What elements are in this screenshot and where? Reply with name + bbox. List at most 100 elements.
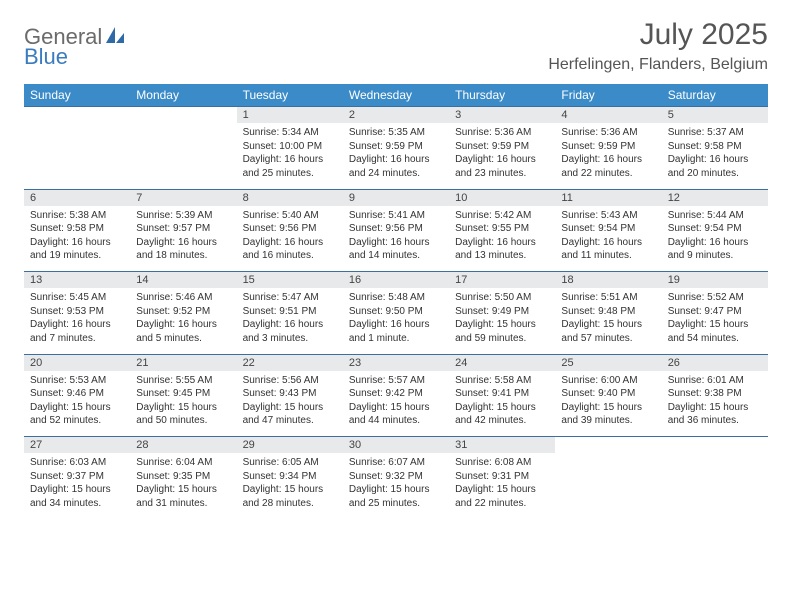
daylight-text: Daylight: 15 hours <box>243 401 337 415</box>
daylight-text: and 19 minutes. <box>30 249 124 263</box>
day-content-row: Sunrise: 6:03 AMSunset: 9:37 PMDaylight:… <box>24 453 768 519</box>
day-number-cell: 5 <box>662 107 768 124</box>
daylight-text: and 22 minutes. <box>561 167 655 181</box>
day-number-cell: 6 <box>24 189 130 206</box>
sunset-text: Sunset: 9:51 PM <box>243 305 337 319</box>
calendar-table: Sunday Monday Tuesday Wednesday Thursday… <box>24 84 768 519</box>
day-content-cell: Sunrise: 5:42 AMSunset: 9:55 PMDaylight:… <box>449 206 555 272</box>
day-content-row: Sunrise: 5:34 AMSunset: 10:00 PMDaylight… <box>24 123 768 189</box>
day-content-cell <box>24 123 130 189</box>
sunset-text: Sunset: 9:47 PM <box>668 305 762 319</box>
sunrise-text: Sunrise: 5:50 AM <box>455 291 549 305</box>
sunset-text: Sunset: 9:59 PM <box>561 140 655 154</box>
day-number-cell: 2 <box>343 107 449 124</box>
daylight-text: and 44 minutes. <box>349 414 443 428</box>
day-number-cell: 23 <box>343 354 449 371</box>
sunset-text: Sunset: 9:57 PM <box>136 222 230 236</box>
daylight-text: and 24 minutes. <box>349 167 443 181</box>
daylight-text: and 31 minutes. <box>136 497 230 511</box>
day-content-cell <box>130 123 236 189</box>
daylight-text: Daylight: 15 hours <box>455 483 549 497</box>
daylight-text: Daylight: 16 hours <box>30 318 124 332</box>
day-content-cell: Sunrise: 5:40 AMSunset: 9:56 PMDaylight:… <box>237 206 343 272</box>
day-content-row: Sunrise: 5:53 AMSunset: 9:46 PMDaylight:… <box>24 371 768 437</box>
day-content-cell: Sunrise: 5:52 AMSunset: 9:47 PMDaylight:… <box>662 288 768 354</box>
daylight-text: and 1 minute. <box>349 332 443 346</box>
day-number-cell: 16 <box>343 272 449 289</box>
day-content-cell: Sunrise: 5:36 AMSunset: 9:59 PMDaylight:… <box>555 123 661 189</box>
sunset-text: Sunset: 9:45 PM <box>136 387 230 401</box>
weekday-header: Thursday <box>449 84 555 107</box>
title-block: July 2025 Herfelingen, Flanders, Belgium <box>548 18 768 74</box>
day-content-cell: Sunrise: 5:53 AMSunset: 9:46 PMDaylight:… <box>24 371 130 437</box>
day-number-cell: 30 <box>343 437 449 454</box>
day-content-cell: Sunrise: 5:57 AMSunset: 9:42 PMDaylight:… <box>343 371 449 437</box>
sunrise-text: Sunrise: 5:39 AM <box>136 209 230 223</box>
day-number-cell: 9 <box>343 189 449 206</box>
header: General July 2025 Herfelingen, Flanders,… <box>24 18 768 74</box>
daylight-text: Daylight: 16 hours <box>349 153 443 167</box>
day-content-cell <box>555 453 661 519</box>
daynum-row: 6789101112 <box>24 189 768 206</box>
daynum-row: 13141516171819 <box>24 272 768 289</box>
day-content-cell: Sunrise: 5:47 AMSunset: 9:51 PMDaylight:… <box>237 288 343 354</box>
daylight-text: Daylight: 15 hours <box>136 401 230 415</box>
daylight-text: Daylight: 16 hours <box>561 236 655 250</box>
day-content-row: Sunrise: 5:38 AMSunset: 9:58 PM Daylight:… <box>24 206 768 272</box>
day-content-cell: Sunrise: 5:37 AMSunset: 9:58 PMDaylight:… <box>662 123 768 189</box>
daylight-text: Daylight: 15 hours <box>349 483 443 497</box>
daylight-text: and 9 minutes. <box>668 249 762 263</box>
daylight-text: Daylight: 16 hours <box>668 153 762 167</box>
day-number-cell: 18 <box>555 272 661 289</box>
sunset-text: Sunset: 9:55 PM <box>455 222 549 236</box>
sunrise-text: Sunrise: 5:40 AM <box>243 209 337 223</box>
day-content-cell: Sunrise: 6:01 AMSunset: 9:38 PMDaylight:… <box>662 371 768 437</box>
sunrise-text: Sunrise: 5:44 AM <box>668 209 762 223</box>
daylight-text: Daylight: 16 hours <box>668 236 762 250</box>
day-number-cell: 21 <box>130 354 236 371</box>
daylight-text: Daylight: 15 hours <box>561 401 655 415</box>
page: General July 2025 Herfelingen, Flanders,… <box>0 0 792 537</box>
day-number-cell: 20 <box>24 354 130 371</box>
sunset-text: Sunset: 9:35 PM <box>136 470 230 484</box>
day-number-cell: 31 <box>449 437 555 454</box>
daylight-text: and 39 minutes. <box>561 414 655 428</box>
daylight-text: and 16 minutes. <box>243 249 337 263</box>
day-content-cell: Sunrise: 5:41 AMSunset: 9:56 PMDaylight:… <box>343 206 449 272</box>
sunrise-text: Sunrise: 6:01 AM <box>668 374 762 388</box>
day-number-cell: 17 <box>449 272 555 289</box>
daylight-text: and 22 minutes. <box>455 497 549 511</box>
daylight-text: and 59 minutes. <box>455 332 549 346</box>
sunset-text: Sunset: 9:58 PM <box>30 222 124 236</box>
day-number-cell <box>24 107 130 124</box>
daylight-text: Daylight: 15 hours <box>455 318 549 332</box>
daylight-text: and 23 minutes. <box>455 167 549 181</box>
sunrise-text: Sunrise: 5:45 AM <box>30 291 124 305</box>
sunset-text: Sunset: 9:34 PM <box>243 470 337 484</box>
sunrise-text: Sunrise: 5:58 AM <box>455 374 549 388</box>
daylight-text: and 25 minutes. <box>243 167 337 181</box>
sunset-text: Sunset: 9:49 PM <box>455 305 549 319</box>
daylight-text: and 52 minutes. <box>30 414 124 428</box>
sunrise-text: Sunrise: 5:38 AM <box>30 209 124 223</box>
day-content-row: Sunrise: 5:45 AMSunset: 9:53 PMDaylight:… <box>24 288 768 354</box>
daylight-text: Daylight: 15 hours <box>136 483 230 497</box>
day-number-cell: 11 <box>555 189 661 206</box>
daylight-text: Daylight: 15 hours <box>30 483 124 497</box>
day-number-cell: 28 <box>130 437 236 454</box>
daylight-text: and 34 minutes. <box>30 497 124 511</box>
sunrise-text: Sunrise: 5:41 AM <box>349 209 443 223</box>
daylight-text: and 47 minutes. <box>243 414 337 428</box>
sunset-text: Sunset: 9:52 PM <box>136 305 230 319</box>
sunrise-text: Sunrise: 6:07 AM <box>349 456 443 470</box>
daylight-text: and 54 minutes. <box>668 332 762 346</box>
sunset-text: Sunset: 9:46 PM <box>30 387 124 401</box>
sunset-text: Sunset: 9:40 PM <box>561 387 655 401</box>
daylight-text: and 20 minutes. <box>668 167 762 181</box>
sunrise-text: Sunrise: 5:34 AM <box>243 126 337 140</box>
sunset-text: Sunset: 9:53 PM <box>30 305 124 319</box>
daylight-text: Daylight: 15 hours <box>668 318 762 332</box>
sunrise-text: Sunrise: 5:36 AM <box>561 126 655 140</box>
sunrise-text: Sunrise: 5:57 AM <box>349 374 443 388</box>
sunrise-text: Sunrise: 6:03 AM <box>30 456 124 470</box>
